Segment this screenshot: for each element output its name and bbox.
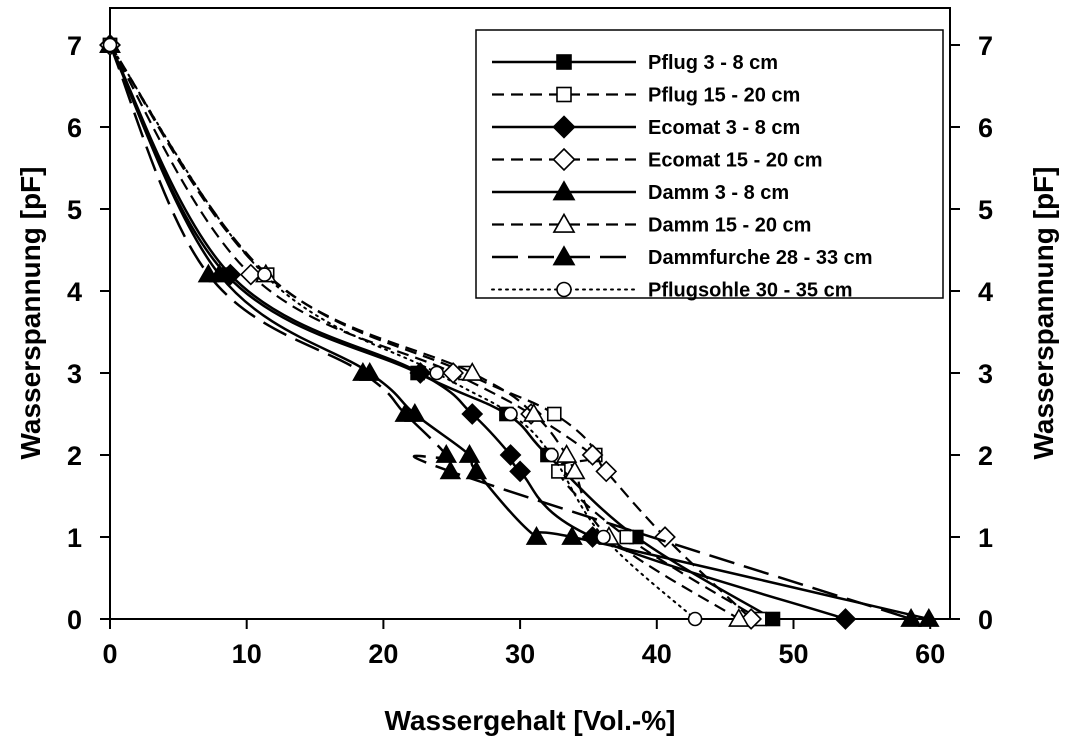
- data-point: [654, 526, 676, 548]
- legend-box: [475, 29, 944, 299]
- x-axis-title: Wassergehalt [Vol.-%]: [385, 705, 676, 736]
- y-tick-label-left: 4: [67, 277, 82, 307]
- data-point: [435, 444, 458, 463]
- y-tick-label-right: 0: [978, 605, 993, 635]
- x-tick-label: 60: [915, 639, 945, 669]
- series-layer: [99, 34, 940, 630]
- series-8: [102, 37, 703, 627]
- series-7: [99, 34, 922, 627]
- y-tick-label-left: 7: [67, 31, 82, 61]
- legend-label: Damm 3 - 8 cm: [648, 182, 789, 204]
- data-point: [581, 444, 604, 466]
- legend-marker: [556, 281, 572, 298]
- legend: Pflug 3 - 8 cm Pflug 15 - 20 cm Ecomat 3 -…: [475, 29, 944, 302]
- data-point: [564, 460, 586, 480]
- data-point: [352, 362, 374, 381]
- data-point: [394, 403, 417, 422]
- y-axis-title-left: Wasserspannung [pF]: [15, 167, 46, 460]
- y-tick-label-right: 7: [978, 31, 993, 61]
- data-point: [561, 526, 583, 545]
- legend-label: Pflugsohle 30 - 35 cm: [648, 280, 853, 302]
- data-point: [503, 406, 518, 422]
- legend-marker: [552, 180, 576, 201]
- x-tick-label: 50: [778, 639, 808, 669]
- y-tick-label-left: 2: [67, 441, 82, 471]
- data-point: [458, 444, 481, 463]
- series-line: [109, 44, 697, 620]
- data-point: [595, 460, 618, 483]
- y-tick-label-left: 1: [67, 523, 82, 553]
- x-tick-label: 30: [505, 639, 535, 669]
- data-point: [257, 267, 272, 282]
- data-point: [728, 608, 750, 627]
- data-point: [197, 263, 220, 283]
- x-tick-label: 40: [642, 639, 672, 669]
- data-point: [918, 608, 940, 627]
- data-point: [900, 608, 922, 627]
- data-point: [465, 460, 488, 480]
- data-point: [687, 611, 703, 627]
- x-tick-label: 0: [102, 639, 117, 669]
- legend-label: Ecomat 15 - 20 cm: [648, 150, 823, 172]
- axes: 0 10 20 30 40 50 600 01 12 23 34 45 56 67 7: [67, 31, 993, 669]
- legend-label: Pflug 3 - 8 cm: [648, 52, 778, 74]
- legend-marker: [552, 245, 576, 266]
- data-point: [544, 447, 559, 463]
- y-tick-label-left: 6: [67, 113, 82, 143]
- series-line: [108, 44, 912, 621]
- data-point: [551, 464, 566, 479]
- data-point: [765, 611, 781, 627]
- data-point: [409, 362, 432, 384]
- legend-label: Dammfurche 28 - 33 cm: [648, 247, 873, 269]
- y-tick-label-left: 3: [67, 359, 82, 389]
- legend-marker: [552, 212, 576, 233]
- data-point: [509, 460, 531, 483]
- x-tick-label: 20: [368, 639, 398, 669]
- data-point: [461, 403, 484, 425]
- y-tick-label-right: 6: [978, 113, 993, 143]
- data-point: [499, 444, 522, 466]
- data-point: [834, 608, 857, 630]
- y-tick-label-left: 0: [67, 605, 82, 635]
- data-point: [596, 529, 611, 545]
- legend-label: Ecomat 3 - 8 cm: [648, 117, 800, 139]
- legend-label: Pflug 15 - 20 cm: [648, 85, 800, 107]
- data-point: [555, 444, 578, 463]
- y-axis-title-right: Wasserspannung [pF]: [1028, 167, 1059, 460]
- data-point: [439, 460, 462, 480]
- y-tick-label-right: 1: [978, 523, 993, 553]
- data-point: [442, 362, 464, 384]
- legend-marker: [552, 115, 576, 139]
- legend-label: Damm 15 - 20 cm: [648, 215, 811, 237]
- data-point: [619, 529, 635, 545]
- legend-marker: [556, 54, 572, 70]
- data-point: [461, 362, 483, 381]
- data-point: [239, 263, 262, 286]
- y-tick-label-right: 2: [978, 441, 993, 471]
- data-point: [102, 37, 118, 53]
- y-tick-label-right: 5: [978, 195, 993, 225]
- legend-marker: [556, 86, 572, 103]
- y-tick-label-left: 5: [67, 195, 82, 225]
- y-tick-label-right: 3: [978, 359, 993, 389]
- data-point: [429, 365, 445, 381]
- x-tick-label: 10: [232, 639, 262, 669]
- legend-marker: [552, 147, 576, 172]
- data-point: [546, 406, 562, 422]
- data-point: [525, 526, 548, 545]
- y-tick-label-right: 4: [978, 277, 993, 307]
- data-point: [523, 403, 545, 422]
